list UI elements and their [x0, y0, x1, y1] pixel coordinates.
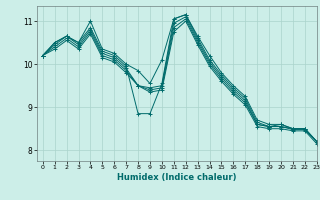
X-axis label: Humidex (Indice chaleur): Humidex (Indice chaleur)	[117, 173, 236, 182]
